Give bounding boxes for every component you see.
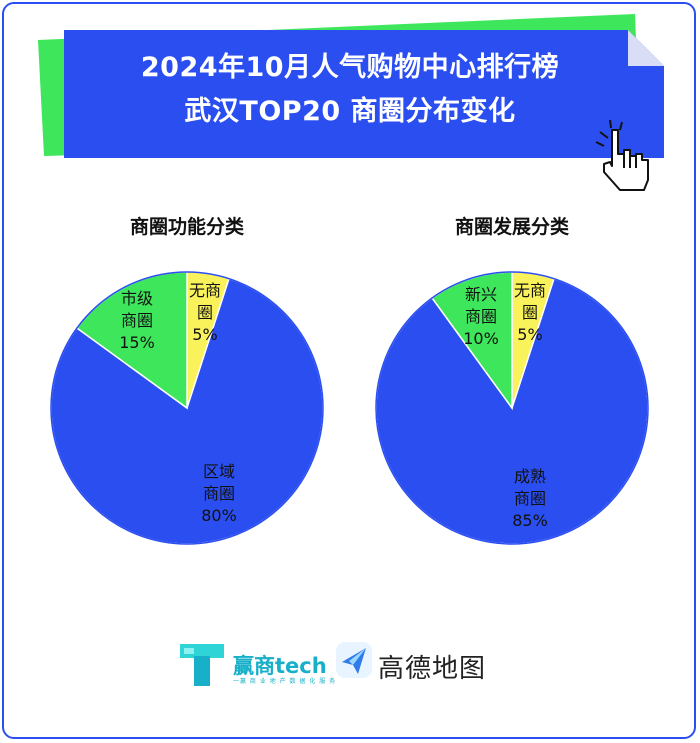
chart1-label-0: 无商圈 5% [189,281,221,344]
chart2-title: 商圈发展分类 [454,216,569,238]
chart1-title: 商圈功能分类 [129,216,244,238]
tech-t-logo-icon [180,644,224,686]
chart1-label-1: 区域商圈 80% [201,462,237,525]
banner-blue-panel [64,30,664,158]
banner-title-line2: 武汉TOP20 商圈分布变化 [184,96,516,127]
hand-pointer-icon [595,119,649,191]
chart2-outline [375,271,649,545]
title-banner: 2024年10月人气购物中心排行榜 武汉TOP20 商圈分布变化 [0,0,700,200]
brand1-name: 赢商tech [233,654,327,678]
brand2-name: 高德地图 [378,654,487,684]
logo-row: 赢商tech 一赢 商 业 地 产 数 据 化 服 务 高德地图 [0,632,700,692]
banner-folded-corner [628,30,664,66]
banner-title: 2024年10月人气购物中心排行榜 武汉TOP20 商圈分布变化 [60,46,640,134]
logo-icons [180,642,372,686]
banner-shapes [38,14,664,191]
chart2-label-0: 无商圈 5% [514,281,546,344]
banner-title-line1: 2024年10月人气购物中心排行榜 [140,52,560,83]
brand1-tagline: 一赢 商 业 地 产 数 据 化 服 务 [233,678,337,685]
chart2-label-1: 成熟商圈 85% [512,467,548,530]
chart2-label-2: 新兴商圈 10% [463,285,499,348]
paper-plane-logo-icon [336,642,372,678]
chart1-outline [50,271,324,545]
chart1-label-2: 市级商圈 15% [119,289,155,352]
